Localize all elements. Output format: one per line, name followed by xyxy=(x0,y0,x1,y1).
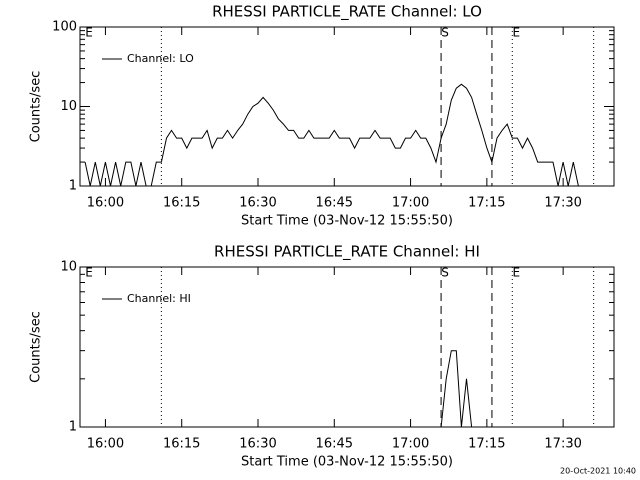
plot-frame xyxy=(79,266,615,428)
x-tick-label: 16:00 xyxy=(87,196,124,211)
x-axis-label: Start Time (03-Nov-12 15:55:50) xyxy=(241,455,453,470)
data-line xyxy=(84,83,589,187)
flag-label: E xyxy=(85,26,93,40)
x-tick-label: 17:00 xyxy=(392,437,429,452)
flag-label: S xyxy=(441,266,449,280)
x-tick-label: 16:15 xyxy=(163,437,200,452)
legend-label: Channel: LO xyxy=(127,52,194,65)
x-tick-label: 16:30 xyxy=(239,196,276,211)
y-axis-label: Counts/sec xyxy=(29,311,44,383)
y-tick-label: 1 xyxy=(69,179,77,194)
footer: 20-Oct-2021 10:40 xyxy=(560,467,636,476)
legend-label: Channel: HI xyxy=(127,292,191,305)
y-tick-label: 100 xyxy=(52,20,77,35)
y-tick-label: 1 xyxy=(69,420,77,435)
x-tick-label: 17:30 xyxy=(544,196,581,211)
flag-label: E xyxy=(85,266,93,280)
x-tick-label: 17:00 xyxy=(392,196,429,211)
x-axis-label: Start Time (03-Nov-12 15:55:50) xyxy=(241,214,453,229)
flag-label: E xyxy=(512,26,520,40)
chart-title: RHESSI PARTICLE_RATE Channel: HI xyxy=(214,243,480,262)
flag-label: E xyxy=(512,266,520,280)
flag-label: S xyxy=(441,26,449,40)
x-tick-label: 16:30 xyxy=(239,437,276,452)
x-tick-label: 16:45 xyxy=(316,196,353,211)
y-tick-label: 10 xyxy=(60,99,77,114)
data-line xyxy=(440,350,473,428)
chart-title: RHESSI PARTICLE_RATE Channel: LO xyxy=(212,3,482,22)
y-tick-label: 10 xyxy=(60,260,77,275)
x-tick-label: 16:45 xyxy=(316,437,353,452)
y-axis-label: Counts/sec xyxy=(29,71,44,143)
x-tick-label: 16:15 xyxy=(163,196,200,211)
x-tick-label: 17:30 xyxy=(544,437,581,452)
x-tick-label: 16:00 xyxy=(87,437,124,452)
x-tick-label: 17:15 xyxy=(468,437,505,452)
x-tick-label: 17:15 xyxy=(468,196,505,211)
